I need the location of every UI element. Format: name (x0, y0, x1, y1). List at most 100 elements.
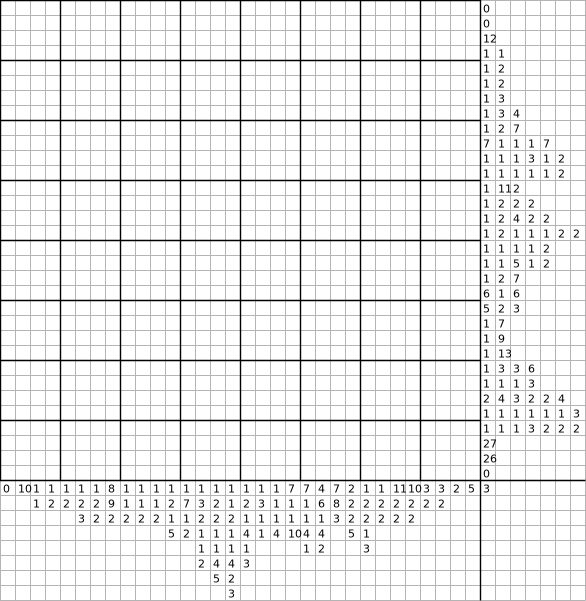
grid-cell[interactable] (90, 450, 106, 466)
grid-cell[interactable] (180, 30, 196, 46)
grid-cell[interactable] (225, 345, 241, 361)
grid-cell[interactable] (270, 0, 286, 16)
grid-cell[interactable] (270, 360, 286, 376)
grid-cell[interactable] (30, 315, 46, 331)
grid-cell[interactable] (210, 0, 226, 16)
grid-cell[interactable] (360, 405, 376, 421)
grid-cell[interactable] (180, 360, 196, 376)
grid-cell[interactable] (435, 150, 451, 166)
grid-cell[interactable] (120, 135, 136, 151)
grid-cell[interactable] (105, 60, 121, 76)
grid-cell[interactable] (255, 45, 271, 61)
grid-cell[interactable] (360, 105, 376, 121)
grid-cell[interactable] (405, 360, 421, 376)
grid-cell[interactable] (465, 0, 481, 16)
grid-cell[interactable] (105, 75, 121, 91)
grid-cell[interactable] (315, 450, 331, 466)
grid-cell[interactable] (390, 180, 406, 196)
grid-cell[interactable] (165, 450, 181, 466)
grid-cell[interactable] (390, 30, 406, 46)
grid-cell[interactable] (60, 375, 76, 391)
grid-cell[interactable] (465, 210, 481, 226)
grid-cell[interactable] (105, 30, 121, 46)
grid-cell[interactable] (405, 315, 421, 331)
grid-cell[interactable] (315, 330, 331, 346)
grid-cell[interactable] (180, 0, 196, 16)
grid-cell[interactable] (390, 60, 406, 76)
grid-cell[interactable] (450, 450, 466, 466)
grid-cell[interactable] (300, 225, 316, 241)
grid-cell[interactable] (225, 165, 241, 181)
grid-cell[interactable] (465, 225, 481, 241)
grid-cell[interactable] (135, 180, 151, 196)
grid-cell[interactable] (165, 75, 181, 91)
grid-cell[interactable] (165, 435, 181, 451)
grid-cell[interactable] (45, 465, 61, 481)
grid-cell[interactable] (90, 0, 106, 16)
grid-cell[interactable] (165, 90, 181, 106)
grid-cell[interactable] (75, 465, 91, 481)
grid-cell[interactable] (240, 60, 256, 76)
grid-cell[interactable] (180, 420, 196, 436)
grid-cell[interactable] (375, 315, 391, 331)
grid-cell[interactable] (330, 360, 346, 376)
grid-cell[interactable] (15, 345, 31, 361)
grid-cell[interactable] (330, 30, 346, 46)
grid-cell[interactable] (450, 270, 466, 286)
grid-cell[interactable] (330, 465, 346, 481)
grid-cell[interactable] (225, 300, 241, 316)
grid-cell[interactable] (75, 75, 91, 91)
grid-cell[interactable] (90, 120, 106, 136)
grid-cell[interactable] (420, 180, 436, 196)
grid-cell[interactable] (435, 195, 451, 211)
grid-cell[interactable] (105, 375, 121, 391)
grid-cell[interactable] (435, 30, 451, 46)
grid-cell[interactable] (150, 180, 166, 196)
grid-cell[interactable] (285, 45, 301, 61)
grid-cell[interactable] (345, 270, 361, 286)
grid-cell[interactable] (105, 315, 121, 331)
grid-cell[interactable] (60, 210, 76, 226)
grid-cell[interactable] (165, 405, 181, 421)
grid-cell[interactable] (75, 165, 91, 181)
grid-cell[interactable] (315, 60, 331, 76)
grid-cell[interactable] (465, 360, 481, 376)
grid-cell[interactable] (330, 270, 346, 286)
grid-cell[interactable] (0, 105, 16, 121)
grid-cell[interactable] (345, 450, 361, 466)
grid-cell[interactable] (255, 90, 271, 106)
grid-cell[interactable] (150, 360, 166, 376)
grid-cell[interactable] (45, 390, 61, 406)
grid-cell[interactable] (240, 420, 256, 436)
grid-cell[interactable] (270, 315, 286, 331)
grid-cell[interactable] (105, 135, 121, 151)
grid-cell[interactable] (105, 0, 121, 16)
grid-cell[interactable] (75, 225, 91, 241)
grid-cell[interactable] (45, 435, 61, 451)
grid-cell[interactable] (90, 345, 106, 361)
grid-cell[interactable] (75, 210, 91, 226)
grid-cell[interactable] (210, 450, 226, 466)
grid-cell[interactable] (405, 450, 421, 466)
grid-cell[interactable] (135, 210, 151, 226)
grid-cell[interactable] (135, 0, 151, 16)
grid-cell[interactable] (435, 345, 451, 361)
grid-cell[interactable] (135, 300, 151, 316)
grid-cell[interactable] (135, 165, 151, 181)
grid-cell[interactable] (150, 30, 166, 46)
grid-cell[interactable] (195, 225, 211, 241)
grid-cell[interactable] (450, 195, 466, 211)
grid-cell[interactable] (135, 390, 151, 406)
grid-cell[interactable] (45, 195, 61, 211)
grid-cell[interactable] (45, 45, 61, 61)
grid-cell[interactable] (285, 285, 301, 301)
grid-cell[interactable] (225, 435, 241, 451)
grid-cell[interactable] (240, 105, 256, 121)
grid-cell[interactable] (45, 180, 61, 196)
grid-cell[interactable] (375, 435, 391, 451)
grid-cell[interactable] (90, 270, 106, 286)
grid-cell[interactable] (180, 255, 196, 271)
grid-cell[interactable] (435, 45, 451, 61)
grid-cell[interactable] (300, 195, 316, 211)
grid-cell[interactable] (360, 315, 376, 331)
